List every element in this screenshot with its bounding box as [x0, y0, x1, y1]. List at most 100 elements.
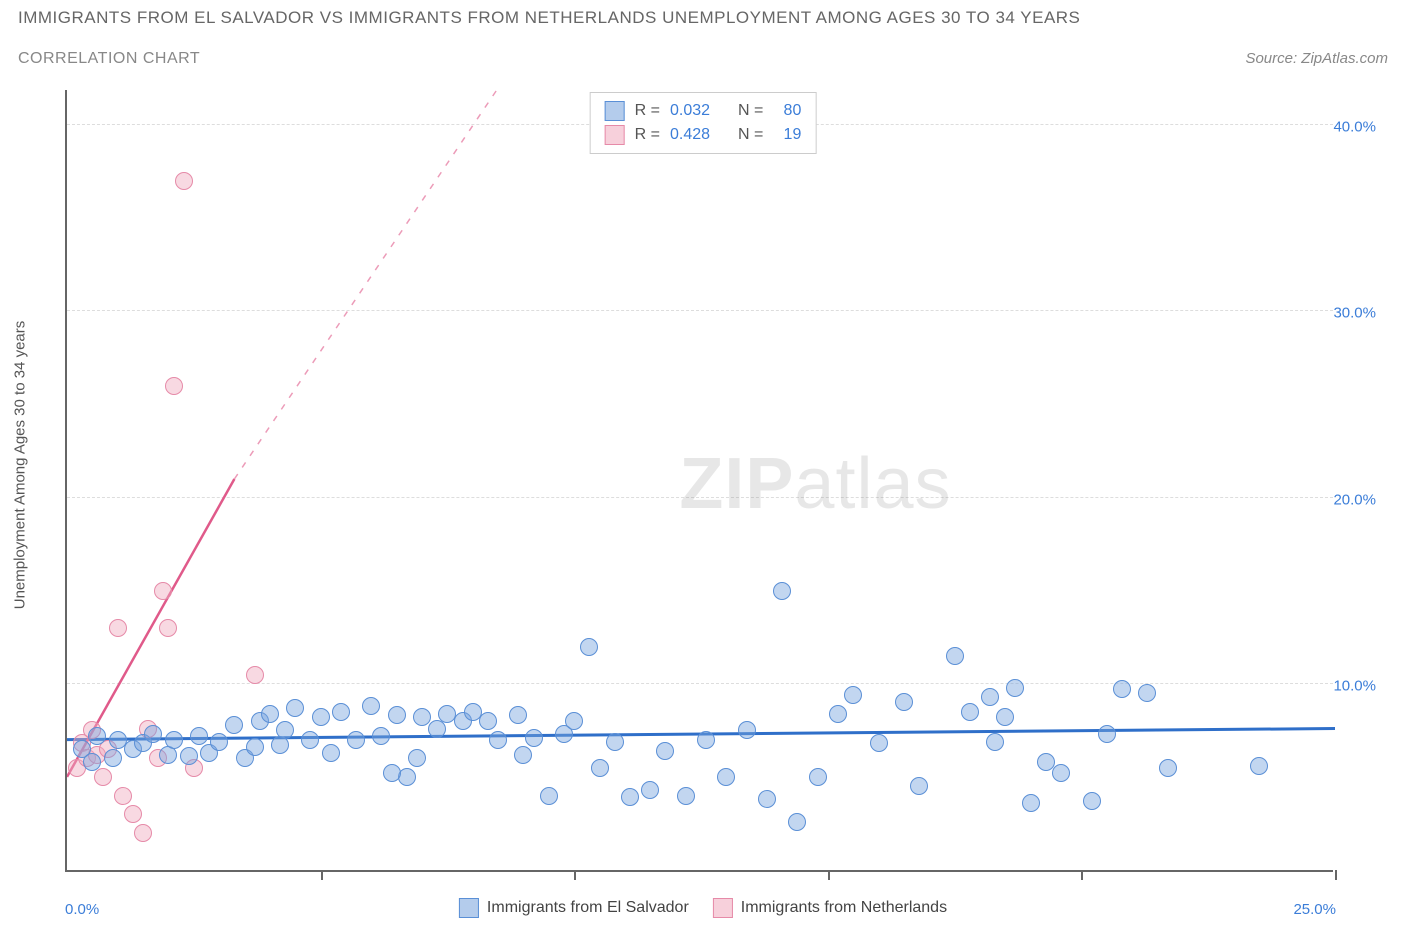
gridline: [67, 497, 1333, 498]
stats-legend: R = 0.032 N = 80 R = 0.428 N = 19: [590, 92, 817, 154]
data-point-blue: [809, 768, 827, 786]
data-point-blue: [479, 712, 497, 730]
data-point-blue: [312, 708, 330, 726]
data-point-blue: [261, 705, 279, 723]
data-point-blue: [565, 712, 583, 730]
data-point-blue: [946, 647, 964, 665]
n-value-pink: 19: [773, 123, 801, 147]
x-tick: [321, 870, 323, 880]
y-tick-label: 20.0%: [1333, 491, 1376, 508]
data-point-blue: [1083, 792, 1101, 810]
chart-subtitle: CORRELATION CHART: [18, 50, 200, 68]
data-point-blue: [525, 729, 543, 747]
stats-row-blue: R = 0.032 N = 80: [605, 99, 802, 123]
stats-row-pink: R = 0.428 N = 19: [605, 123, 802, 147]
x-tick: [1335, 870, 1337, 880]
data-point-pink: [154, 582, 172, 600]
data-point-blue: [190, 727, 208, 745]
swatch-blue-icon: [605, 101, 625, 121]
y-tick-label: 10.0%: [1333, 677, 1376, 694]
data-point-blue: [428, 720, 446, 738]
data-point-blue: [1098, 725, 1116, 743]
trend-line-pink-dashed: [234, 88, 498, 479]
data-point-blue: [246, 738, 264, 756]
data-point-blue: [1052, 764, 1070, 782]
data-point-blue: [1138, 684, 1156, 702]
data-point-blue: [332, 703, 350, 721]
series-legend: Immigrants from El Salvador Immigrants f…: [459, 898, 947, 918]
data-point-pink: [134, 824, 152, 842]
x-axis-min-label: 0.0%: [65, 901, 99, 918]
data-point-blue: [276, 721, 294, 739]
data-point-blue: [388, 706, 406, 724]
y-axis-label: Unemployment Among Ages 30 to 34 years: [12, 321, 29, 610]
data-point-blue: [540, 787, 558, 805]
data-point-blue: [606, 733, 624, 751]
data-point-pink: [109, 619, 127, 637]
swatch-blue-icon: [459, 898, 479, 918]
data-point-blue: [986, 733, 1004, 751]
data-point-blue: [1113, 680, 1131, 698]
x-tick: [828, 870, 830, 880]
data-point-blue: [591, 759, 609, 777]
data-point-blue: [697, 731, 715, 749]
data-point-blue: [104, 749, 122, 767]
n-label: N =: [738, 99, 763, 123]
data-point-blue: [895, 693, 913, 711]
data-point-blue: [829, 705, 847, 723]
data-point-blue: [996, 708, 1014, 726]
data-point-blue: [210, 733, 228, 751]
data-point-pink: [124, 805, 142, 823]
data-point-blue: [981, 688, 999, 706]
data-point-blue: [383, 764, 401, 782]
legend-item-pink: Immigrants from Netherlands: [713, 898, 947, 918]
legend-item-blue: Immigrants from El Salvador: [459, 898, 689, 918]
data-point-blue: [1159, 759, 1177, 777]
data-point-blue: [398, 768, 416, 786]
data-point-blue: [347, 731, 365, 749]
data-point-blue: [322, 744, 340, 762]
r-value-blue: 0.032: [670, 99, 722, 123]
x-tick: [574, 870, 576, 880]
data-point-blue: [225, 716, 243, 734]
data-point-blue: [165, 731, 183, 749]
data-point-blue: [758, 790, 776, 808]
data-point-blue: [83, 753, 101, 771]
r-value-pink: 0.428: [670, 123, 722, 147]
swatch-pink-icon: [713, 898, 733, 918]
data-point-blue: [788, 813, 806, 831]
data-point-blue: [372, 727, 390, 745]
data-point-blue: [717, 768, 735, 786]
data-point-blue: [656, 742, 674, 760]
data-point-blue: [773, 582, 791, 600]
legend-label-pink: Immigrants from Netherlands: [741, 899, 947, 917]
data-point-pink: [94, 768, 112, 786]
chart-title: IMMIGRANTS FROM EL SALVADOR VS IMMIGRANT…: [18, 8, 1080, 28]
legend-label-blue: Immigrants from El Salvador: [487, 899, 689, 917]
data-point-blue: [509, 706, 527, 724]
data-point-blue: [514, 746, 532, 764]
data-point-blue: [1022, 794, 1040, 812]
data-point-blue: [870, 734, 888, 752]
n-value-blue: 80: [773, 99, 801, 123]
data-point-blue: [677, 787, 695, 805]
data-point-pink: [165, 377, 183, 395]
n-label: N =: [738, 123, 763, 147]
data-point-blue: [1006, 679, 1024, 697]
source-attribution: Source: ZipAtlas.com: [1245, 50, 1388, 67]
data-point-blue: [580, 638, 598, 656]
data-point-pink: [114, 787, 132, 805]
y-tick-label: 40.0%: [1333, 119, 1376, 136]
data-point-blue: [144, 725, 162, 743]
data-point-blue: [844, 686, 862, 704]
data-point-blue: [286, 699, 304, 717]
plot-area: [65, 90, 1333, 872]
data-point-blue: [738, 721, 756, 739]
swatch-pink-icon: [605, 125, 625, 145]
data-point-blue: [362, 697, 380, 715]
data-point-pink: [159, 619, 177, 637]
data-point-blue: [910, 777, 928, 795]
data-point-pink: [246, 666, 264, 684]
data-point-blue: [961, 703, 979, 721]
data-point-blue: [489, 731, 507, 749]
